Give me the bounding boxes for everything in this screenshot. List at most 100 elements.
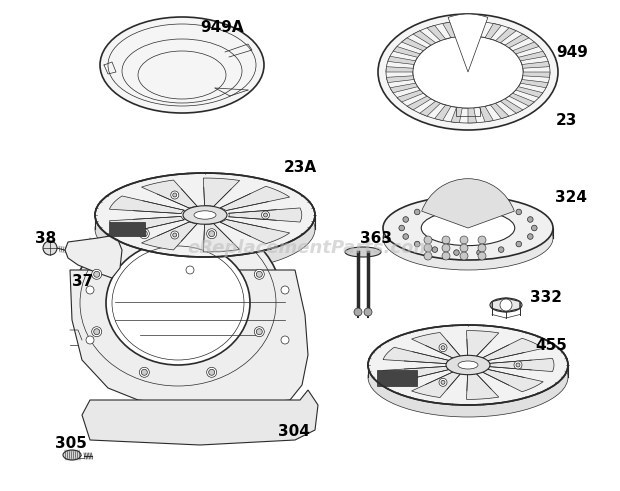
Polygon shape <box>485 24 502 39</box>
Polygon shape <box>489 358 554 372</box>
Polygon shape <box>220 219 290 244</box>
Circle shape <box>256 272 262 277</box>
Polygon shape <box>203 178 240 206</box>
Circle shape <box>528 217 533 222</box>
Circle shape <box>498 204 504 209</box>
Polygon shape <box>513 42 539 54</box>
Polygon shape <box>109 196 184 214</box>
Circle shape <box>441 346 445 350</box>
Polygon shape <box>386 76 414 82</box>
Polygon shape <box>388 56 415 64</box>
Ellipse shape <box>477 351 517 365</box>
Text: 23A: 23A <box>284 161 317 175</box>
Circle shape <box>424 252 432 260</box>
Text: 455: 455 <box>535 337 567 353</box>
Ellipse shape <box>95 173 315 257</box>
Circle shape <box>94 328 100 335</box>
Ellipse shape <box>183 206 227 224</box>
Circle shape <box>254 269 264 279</box>
Polygon shape <box>505 34 529 48</box>
Polygon shape <box>490 103 509 119</box>
Circle shape <box>432 247 438 252</box>
Ellipse shape <box>368 325 568 405</box>
Circle shape <box>460 236 468 244</box>
Circle shape <box>414 241 420 247</box>
Polygon shape <box>383 347 449 364</box>
Circle shape <box>516 363 520 367</box>
Polygon shape <box>520 80 548 88</box>
Polygon shape <box>70 270 308 408</box>
Circle shape <box>206 229 216 239</box>
Polygon shape <box>451 107 463 123</box>
Text: 305: 305 <box>55 436 87 451</box>
Circle shape <box>141 231 148 237</box>
Polygon shape <box>203 223 240 252</box>
Circle shape <box>500 299 512 311</box>
Ellipse shape <box>383 206 553 270</box>
Ellipse shape <box>420 41 516 103</box>
Circle shape <box>514 361 522 369</box>
Circle shape <box>439 344 447 352</box>
Bar <box>109 222 145 236</box>
Circle shape <box>209 231 215 237</box>
Circle shape <box>454 250 459 255</box>
Circle shape <box>170 231 179 239</box>
Circle shape <box>516 241 521 247</box>
Polygon shape <box>412 372 461 398</box>
Circle shape <box>477 201 482 206</box>
Circle shape <box>432 204 438 209</box>
Polygon shape <box>412 332 461 358</box>
Circle shape <box>173 233 177 237</box>
Ellipse shape <box>368 337 568 417</box>
Polygon shape <box>522 61 549 68</box>
Circle shape <box>86 336 94 344</box>
Circle shape <box>478 236 486 244</box>
Circle shape <box>531 225 537 231</box>
Text: 37: 37 <box>72 274 93 290</box>
Ellipse shape <box>465 374 529 398</box>
Circle shape <box>403 234 409 239</box>
Circle shape <box>442 244 450 252</box>
Polygon shape <box>393 47 420 57</box>
Ellipse shape <box>73 213 283 393</box>
Wedge shape <box>448 14 488 72</box>
Circle shape <box>498 247 504 252</box>
Ellipse shape <box>490 298 522 312</box>
Circle shape <box>281 336 289 344</box>
Circle shape <box>256 328 262 335</box>
Polygon shape <box>495 28 516 43</box>
Circle shape <box>454 201 459 206</box>
Text: 38: 38 <box>35 230 56 246</box>
Polygon shape <box>402 38 427 51</box>
Circle shape <box>399 225 404 231</box>
Circle shape <box>186 266 194 274</box>
Ellipse shape <box>477 379 517 393</box>
Circle shape <box>209 369 215 375</box>
Ellipse shape <box>194 211 216 219</box>
Ellipse shape <box>63 450 81 460</box>
Circle shape <box>442 252 450 260</box>
Circle shape <box>140 229 149 239</box>
Ellipse shape <box>95 187 315 271</box>
Polygon shape <box>466 373 499 399</box>
Circle shape <box>478 252 486 260</box>
Polygon shape <box>443 22 456 38</box>
Circle shape <box>414 209 420 215</box>
Polygon shape <box>479 106 494 122</box>
Circle shape <box>102 247 112 257</box>
Circle shape <box>264 213 267 217</box>
Circle shape <box>94 272 100 277</box>
Ellipse shape <box>458 361 478 369</box>
Text: 23: 23 <box>556 112 577 128</box>
Circle shape <box>424 244 432 252</box>
Circle shape <box>92 327 102 337</box>
Wedge shape <box>422 179 515 228</box>
Bar <box>488 344 506 358</box>
Text: 304: 304 <box>278 425 310 439</box>
Polygon shape <box>420 101 440 116</box>
Circle shape <box>439 379 447 386</box>
Ellipse shape <box>421 211 515 246</box>
Polygon shape <box>482 369 543 392</box>
Circle shape <box>460 244 468 252</box>
Circle shape <box>140 367 149 377</box>
